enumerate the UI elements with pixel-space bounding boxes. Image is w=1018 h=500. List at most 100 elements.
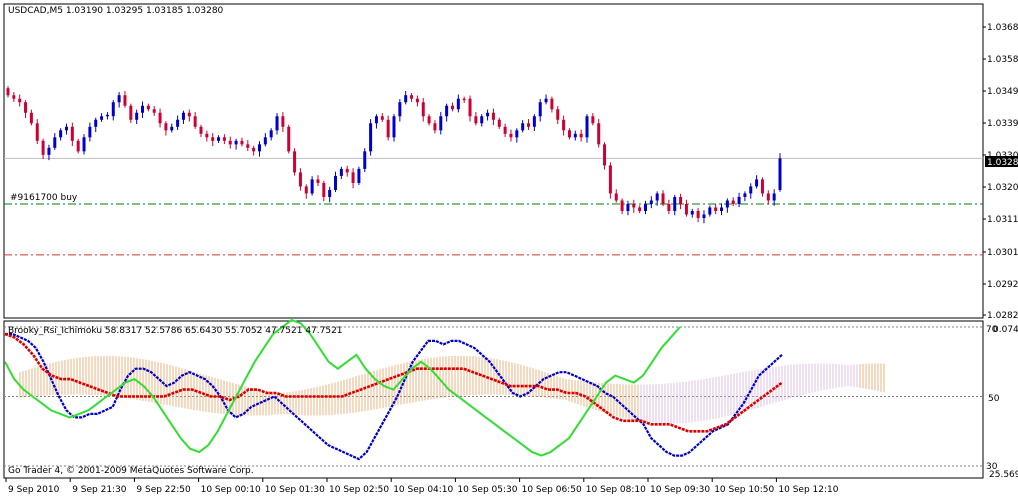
candle xyxy=(339,166,343,180)
candle xyxy=(643,200,647,215)
chart-title: USDCAD,M5 1.03190 1.03295 1.03185 1.0328… xyxy=(8,6,224,16)
candle xyxy=(6,86,10,98)
candle xyxy=(743,191,747,202)
candle xyxy=(632,199,636,213)
level-70-value: 0.0741 xyxy=(993,325,1018,335)
candle xyxy=(684,199,688,217)
candle xyxy=(427,114,431,126)
candle xyxy=(59,128,63,141)
candle xyxy=(82,134,86,155)
price-tick-label: 1.03490 xyxy=(987,87,1018,97)
candle xyxy=(550,96,554,113)
candle xyxy=(597,119,601,148)
copyright-text: Go Trader 4, © 2001-2009 MetaQuotes Soft… xyxy=(8,466,254,476)
price-tick-label: 1.03585 xyxy=(987,55,1018,65)
candle xyxy=(474,112,478,126)
candle xyxy=(298,168,302,191)
indicator-series-line xyxy=(5,332,783,461)
candle xyxy=(176,115,180,130)
current-price-marker: 1.03280 xyxy=(985,156,1018,168)
candle xyxy=(486,109,490,121)
candle xyxy=(252,145,256,156)
candle xyxy=(47,144,51,161)
candle xyxy=(316,175,320,187)
candle xyxy=(363,148,367,173)
candle xyxy=(41,138,45,160)
price-tick-label: 1.02920 xyxy=(987,280,1018,290)
candle xyxy=(310,176,314,196)
candle xyxy=(480,114,484,127)
candle xyxy=(679,193,683,210)
candle xyxy=(445,103,449,122)
price-axis: 1.036801.035851.034901.033951.033001.032… xyxy=(983,23,1018,321)
candle xyxy=(544,94,548,105)
candle xyxy=(567,128,571,140)
candle xyxy=(380,113,384,122)
candle xyxy=(117,92,121,108)
candle xyxy=(620,198,624,215)
indicator-plot xyxy=(4,318,983,467)
candle xyxy=(714,204,718,215)
candle xyxy=(193,112,197,129)
candle xyxy=(749,183,753,199)
candle xyxy=(667,199,671,215)
candle xyxy=(181,110,185,124)
candle xyxy=(240,137,244,147)
candle xyxy=(562,115,566,136)
candle xyxy=(211,133,215,147)
candle xyxy=(205,130,209,142)
main-chart-frame xyxy=(3,3,984,319)
candle xyxy=(702,210,706,224)
candle xyxy=(638,205,642,214)
candle xyxy=(111,100,115,121)
candle xyxy=(199,124,203,137)
candle xyxy=(357,166,361,186)
candle xyxy=(334,171,338,193)
candle xyxy=(369,119,373,156)
time-tick-label: 9 Sep 2010 xyxy=(8,485,60,495)
price-plot xyxy=(4,86,983,256)
candle xyxy=(269,128,273,141)
candle xyxy=(351,168,355,189)
candle xyxy=(164,121,168,136)
candle xyxy=(100,113,104,122)
candle xyxy=(275,113,279,135)
time-tick-label: 10 Sep 10:50 xyxy=(714,485,774,495)
candle xyxy=(649,196,653,209)
price-tick-label: 1.02825 xyxy=(987,311,1018,321)
candle xyxy=(18,94,22,107)
time-axis: 9 Sep 2010 9 Sep 21:30 9 Sep 22:50 10 Sep 0… xyxy=(5,478,839,495)
candle xyxy=(585,114,589,143)
candle xyxy=(603,142,607,170)
candle xyxy=(374,114,378,129)
candle xyxy=(53,133,57,150)
candle xyxy=(772,189,776,206)
candle xyxy=(579,129,583,142)
indicator-axis: 70 0.0741 50 30 25.5692 xyxy=(986,325,1018,480)
price-tick-label: 1.03015 xyxy=(987,248,1018,258)
candle xyxy=(591,113,595,126)
candle xyxy=(70,122,74,147)
candle xyxy=(222,134,226,144)
candle xyxy=(76,138,80,154)
level-30-value: 25.5692 xyxy=(989,470,1018,480)
time-tick-label: 10 Sep 12:10 xyxy=(778,485,838,495)
price-tick-label: 1.03205 xyxy=(987,183,1018,193)
candle xyxy=(12,92,16,102)
candle xyxy=(626,200,630,216)
candle xyxy=(760,177,764,197)
candle xyxy=(462,96,466,103)
order-label: #9161700 buy xyxy=(10,193,78,203)
time-tick-label: 10 Sep 00:10 xyxy=(201,485,261,495)
candle xyxy=(345,165,349,177)
time-tick-label: 10 Sep 04:10 xyxy=(393,485,453,495)
candle xyxy=(129,103,133,123)
candle xyxy=(755,175,759,189)
candle xyxy=(450,102,454,112)
candle xyxy=(281,112,285,133)
candle xyxy=(410,93,414,102)
candle xyxy=(88,122,92,142)
candle xyxy=(491,108,495,126)
